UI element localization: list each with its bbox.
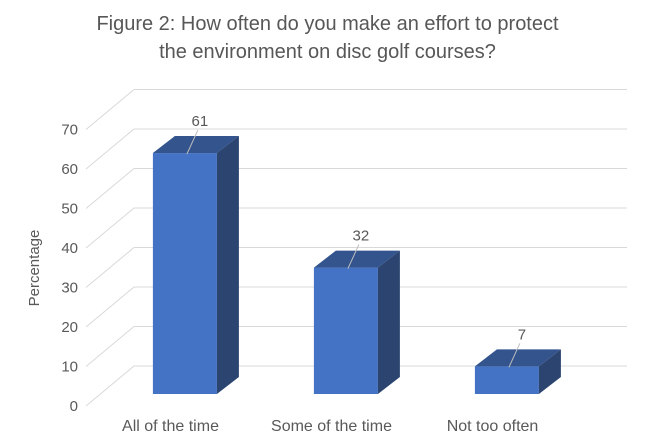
- y-tick-label: 70: [61, 122, 78, 139]
- chart-title: Figure 2: How often do you make an effor…: [0, 10, 655, 66]
- bar-top-face: [474, 349, 561, 367]
- y-tick-label: 50: [61, 201, 78, 218]
- y-axis-title: Percentage: [26, 230, 43, 307]
- y-tick-label: 40: [61, 240, 78, 257]
- category-label: All of the time: [122, 418, 219, 435]
- y-gridline-depth: [85, 207, 135, 249]
- bar-side-face: [538, 349, 561, 394]
- y-tick-label: 0: [70, 398, 78, 415]
- bar-top-face: [152, 136, 239, 154]
- bar-side-face: [216, 136, 239, 395]
- y-tick-label: 20: [61, 319, 78, 336]
- y-gridline-depth: [85, 365, 135, 407]
- y-gridline-depth: [85, 326, 135, 367]
- bar-front-face: [474, 366, 539, 394]
- bar-front-face: [152, 153, 217, 394]
- bar-front-face: [313, 267, 378, 394]
- data-label-leader-line: [347, 244, 360, 269]
- data-label: 32: [353, 228, 370, 245]
- y-tick-label: 10: [61, 359, 78, 376]
- y-gridline-depth: [85, 168, 135, 209]
- y-gridline-depth: [85, 128, 135, 170]
- data-label-leader-line: [186, 129, 199, 155]
- category-label: Some of the time: [271, 418, 392, 435]
- data-label: 7: [518, 326, 526, 343]
- data-label: 61: [192, 113, 209, 130]
- bar-side-face: [377, 250, 400, 394]
- y-gridline-depth: [85, 286, 135, 328]
- category-label: Not too often: [447, 418, 539, 435]
- chart-title-line-1: Figure 2: How often do you make an effor…: [96, 13, 559, 35]
- chart-title-line-2: the environment on disc golf courses?: [159, 41, 496, 63]
- bar-top-face: [313, 250, 400, 268]
- y-gridline-depth: [85, 247, 135, 288]
- y-tick-label: 30: [61, 280, 78, 297]
- data-label-leader-line: [508, 343, 521, 368]
- y-tick-label: 60: [61, 161, 78, 178]
- y-gridline-depth: [85, 89, 135, 130]
